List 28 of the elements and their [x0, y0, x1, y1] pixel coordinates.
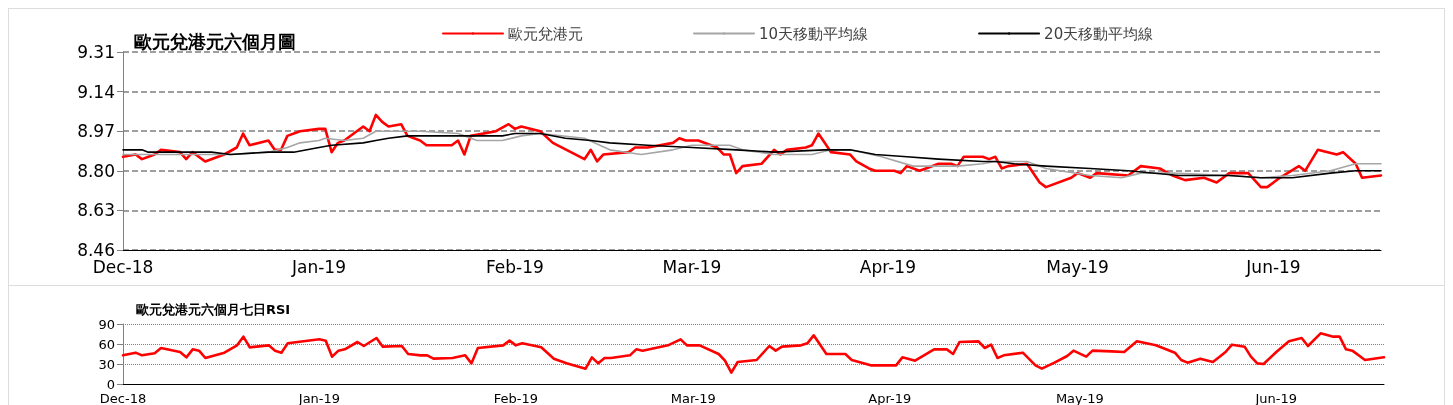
- y-tick-label: 8.80: [77, 160, 115, 181]
- x-tick-label: Jun-19: [1254, 391, 1298, 405]
- legend-label: 歐元兌港元: [508, 24, 583, 43]
- x-tick-label: Jan-19: [297, 391, 341, 405]
- x-tick-label: Jan-19: [290, 256, 346, 277]
- x-tick-label: Apr-19: [859, 256, 916, 277]
- y-tick-label: 8.97: [77, 121, 115, 142]
- y-tick-label: 9.31: [77, 42, 115, 62]
- x-tick-label: Mar-19: [662, 256, 722, 277]
- x-tick-label: Dec-18: [99, 391, 147, 405]
- chart-title: 歐元兌港元六個月七日RSI: [136, 302, 291, 317]
- chart-title: 歐元兌港元六個月圖: [134, 30, 296, 52]
- legend-label: 10天移動平均線: [759, 24, 869, 43]
- legend-label: 20天移動平均線: [1044, 24, 1154, 43]
- y-tick-label: 60: [98, 336, 115, 352]
- x-tick-label: Feb-19: [486, 256, 544, 277]
- x-tick-label: Feb-19: [493, 391, 538, 405]
- x-tick-label: May-19: [1046, 256, 1109, 277]
- y-tick-label: 30: [98, 356, 115, 372]
- x-tick-label: Apr-19: [868, 391, 912, 405]
- line-series: [121, 332, 1386, 374]
- x-tick-label: Mar-19: [670, 391, 716, 405]
- y-tick-label: 9.14: [77, 81, 115, 102]
- y-tick-label: 90: [98, 316, 115, 332]
- y-tick-label: 0: [106, 376, 115, 392]
- x-tick-label: May-19: [1055, 391, 1104, 405]
- y-tick-label: 8.63: [77, 200, 115, 221]
- x-tick-label: Jun-19: [1245, 256, 1301, 277]
